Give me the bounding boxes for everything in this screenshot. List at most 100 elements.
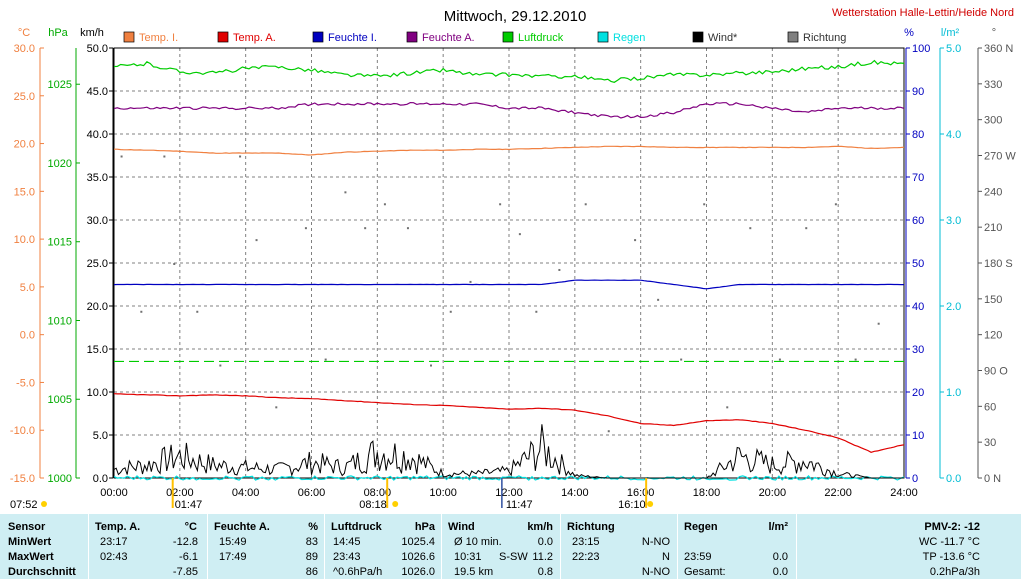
luftdruck-time: 14:45 [333, 536, 361, 548]
pmv-value: TP -13.6 °C [922, 551, 980, 563]
direction-tick-label: 120 [984, 330, 1002, 342]
pressure-tick-label: 1010 [48, 315, 72, 327]
regen-time: Gesamt: [684, 566, 726, 578]
header-luftdruck-unit: hPa [414, 521, 435, 533]
wind-tick-label: 35.0 [87, 172, 108, 184]
wind-time: 10:31 [454, 551, 482, 563]
wind-time: 19.5 km [454, 566, 494, 578]
series-line-feuchte-i- [113, 279, 904, 290]
direction-tick-label: 90 O [984, 366, 1008, 378]
unit-lm2: l/m² [941, 27, 960, 39]
x-tick-label: 18:00 [693, 487, 721, 499]
regen-value: 0.0 [772, 566, 788, 578]
direction-point [877, 322, 880, 325]
wind-value: 0.0 [537, 536, 553, 548]
header-richtung: Richtung [567, 521, 615, 533]
x-tick-label: 08:00 [364, 487, 392, 499]
richtung-value: N-NO [641, 566, 670, 578]
station-name: Wetterstation Halle-Lettin/Heide Nord [832, 7, 1014, 19]
legend-swatch [692, 31, 704, 43]
direction-point [535, 310, 538, 313]
legend-label: Feuchte I. [328, 32, 377, 44]
table-divider [324, 514, 325, 579]
rain-tick-label: 1.0 [946, 387, 961, 399]
luftdruck-time: ^0.6hPa/h [333, 566, 383, 578]
temp-value: -7.85 [172, 566, 198, 578]
direction-point [173, 263, 176, 265]
x-tick-label: 02:00 [166, 487, 194, 499]
x-tick-label: 10:00 [429, 487, 457, 499]
unit-hpa: hPa [48, 27, 68, 39]
direction-point [834, 203, 837, 206]
feuchte-value: 89 [305, 551, 318, 563]
row-label: MaxWert [8, 551, 54, 563]
direction-point [304, 227, 307, 230]
direction-point [364, 227, 367, 230]
humidity-tick-label: 90 [912, 86, 924, 98]
temp-tick-label: -15.0 [10, 473, 35, 485]
statistics-table [0, 514, 1021, 579]
header-feuchte-unit: % [308, 521, 318, 533]
temp-min-label: 01:47 [175, 499, 203, 511]
luftdruck-value: 1026.6 [401, 551, 435, 563]
weather-chart: 00:00 02:00 04:00 06:00 08:00 10:00 12:00 14:00… [10, 7, 1016, 511]
rain-tick-label: 5.0 [946, 43, 961, 55]
temp-time: 23:17 [100, 536, 128, 548]
direction-point [163, 155, 166, 158]
wind-tick-label: 10.0 [87, 387, 108, 399]
x-tick-label: 04:00 [232, 487, 260, 499]
wind-tick-label: 0.0 [93, 473, 108, 485]
direction-point [558, 268, 561, 271]
richtung-time: 23:15 [572, 536, 600, 548]
direction-point [634, 239, 637, 242]
header-pmv: PMV-2: -12 [924, 521, 980, 533]
sun-max-label: 08:18 [359, 499, 387, 511]
legend-label: Feuchte A. [422, 32, 475, 44]
legend-label: Regen [613, 32, 645, 44]
legend-swatch [217, 31, 229, 43]
legend-swatch [312, 31, 324, 43]
chart-axes: 00:00 02:00 04:00 06:00 08:00 10:00 12:00 14:00… [10, 31, 1016, 499]
direction-point [584, 203, 587, 206]
legend-label: Luftdruck [518, 32, 564, 44]
wind-tick-label: 50.0 [87, 43, 108, 55]
header-temp-unit: °C [184, 521, 197, 533]
temp-tick-label: -10.0 [10, 425, 35, 437]
pressure-tick-label: 1015 [48, 237, 72, 249]
humidity-tick-label: 50 [912, 258, 924, 270]
table-divider [677, 514, 678, 579]
series-line-temp-a- [113, 393, 905, 453]
direction-point [430, 364, 432, 367]
feuchte-value: 86 [305, 566, 318, 578]
regen-time: 23:59 [684, 551, 712, 563]
direction-point [344, 191, 347, 194]
wind-tick-label: 5.0 [93, 430, 108, 442]
humidity-tick-label: 40 [912, 301, 924, 313]
table-divider [207, 514, 208, 579]
direction-point [383, 203, 386, 206]
header-wind: Wind [448, 521, 475, 533]
humidity-tick-label: 10 [912, 430, 924, 442]
series-line-regen [113, 475, 905, 481]
humidity-tick-label: 100 [912, 43, 930, 55]
temp-tick-label: 30.0 [14, 43, 35, 55]
temp-tick-label: 25.0 [14, 91, 35, 103]
pressure-tick-label: 1000 [48, 473, 72, 485]
humidity-tick-label: 30 [912, 344, 924, 356]
sunrise-icon [41, 501, 47, 507]
pressure-tick-label: 1020 [48, 158, 72, 170]
direction-point [854, 358, 857, 361]
direction-tick-label: 240 [984, 186, 1002, 198]
feuchte-time: 15:49 [219, 536, 247, 548]
x-tick-label: 22:00 [824, 487, 852, 499]
x-tick-label: 12:00 [495, 487, 523, 499]
chart-title: Mittwoch, 29.12.2010 [444, 8, 587, 25]
x-tick-label: 00:00 [100, 487, 128, 499]
x-tick-label: 20:00 [759, 487, 787, 499]
temp-tick-label: 20.0 [14, 139, 35, 151]
sunrise-label: 07:52 [10, 499, 38, 511]
legend-label: Wind* [708, 32, 738, 44]
temp-tick-label: 10.0 [14, 234, 35, 246]
luftdruck-time: 23:43 [333, 551, 361, 563]
unit-degree: ° [992, 27, 996, 39]
